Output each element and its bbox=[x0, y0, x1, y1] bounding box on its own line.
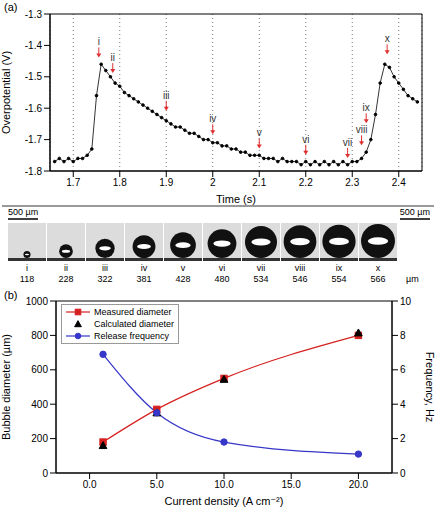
html-text:Calculated diameter: Calculated diameter bbox=[94, 319, 174, 329]
svg-text:-1.8: -1.8 bbox=[25, 166, 43, 177]
svg-text:8: 8 bbox=[400, 330, 406, 341]
svg-text:ix: ix bbox=[363, 102, 370, 113]
svg-text:1000: 1000 bbox=[26, 296, 49, 307]
svg-text:vii: vii bbox=[343, 137, 352, 148]
svg-text:i: i bbox=[98, 36, 100, 47]
svg-text:iv: iv bbox=[141, 263, 148, 273]
svg-text:10.0: 10.0 bbox=[214, 479, 234, 490]
svg-text:428: 428 bbox=[175, 274, 190, 284]
svg-text:viii: viii bbox=[295, 263, 306, 273]
svg-text:-1.5: -1.5 bbox=[25, 71, 43, 82]
svg-text:-1.4: -1.4 bbox=[25, 40, 43, 51]
html-text:(b): (b) bbox=[4, 289, 18, 301]
svg-text:0.0: 0.0 bbox=[83, 479, 97, 490]
svg-text:500 µm: 500 µm bbox=[8, 207, 38, 217]
svg-text:iii: iii bbox=[102, 263, 108, 273]
svg-text:480: 480 bbox=[214, 274, 229, 284]
svg-text:v: v bbox=[181, 263, 186, 273]
svg-text:iii: iii bbox=[163, 90, 170, 101]
svg-text:vii: vii bbox=[257, 263, 266, 273]
svg-text:500 µm: 500 µm bbox=[400, 207, 430, 217]
html-text:Measured diameter: Measured diameter bbox=[94, 307, 172, 317]
svg-text:554: 554 bbox=[331, 274, 346, 284]
svg-text:534: 534 bbox=[253, 274, 268, 284]
svg-text:viii: viii bbox=[356, 124, 368, 135]
svg-text:228: 228 bbox=[58, 274, 73, 284]
svg-text:20.0: 20.0 bbox=[349, 479, 369, 490]
svg-text:0: 0 bbox=[42, 468, 48, 479]
svg-text:400: 400 bbox=[31, 399, 48, 410]
svg-text:i: i bbox=[26, 263, 28, 273]
svg-text:381: 381 bbox=[136, 274, 151, 284]
svg-text:5.0: 5.0 bbox=[150, 479, 164, 490]
svg-text:x: x bbox=[376, 263, 381, 273]
svg-text:Overpotential (V): Overpotential (V) bbox=[0, 51, 12, 134]
svg-text:1.9: 1.9 bbox=[159, 177, 173, 188]
svg-text:-1.7: -1.7 bbox=[25, 134, 43, 145]
svg-text:2.4: 2.4 bbox=[392, 177, 406, 188]
svg-text:vi: vi bbox=[219, 263, 226, 273]
svg-text:Time (s): Time (s) bbox=[216, 193, 256, 205]
svg-text:118: 118 bbox=[20, 274, 34, 284]
svg-text:0: 0 bbox=[400, 468, 406, 479]
svg-text:Frequency, Hz: Frequency, Hz bbox=[424, 352, 436, 423]
svg-text:6: 6 bbox=[400, 364, 406, 375]
svg-text:ix: ix bbox=[336, 263, 343, 273]
svg-text:vi: vi bbox=[302, 134, 309, 145]
svg-text:µm: µm bbox=[406, 274, 419, 284]
svg-text:-1.6: -1.6 bbox=[25, 103, 43, 114]
svg-text:200: 200 bbox=[31, 433, 48, 444]
svg-text:546: 546 bbox=[292, 274, 307, 284]
html-text:(a): (a) bbox=[4, 1, 18, 13]
svg-text:x: x bbox=[385, 33, 390, 44]
svg-text:800: 800 bbox=[31, 330, 48, 341]
svg-text:600: 600 bbox=[31, 364, 48, 375]
svg-text:566: 566 bbox=[370, 274, 385, 284]
svg-text:2: 2 bbox=[210, 177, 216, 188]
svg-text:Current density (A cm⁻²): Current density (A cm⁻²) bbox=[165, 495, 284, 507]
svg-text:10: 10 bbox=[400, 296, 412, 307]
svg-text:-1.3: -1.3 bbox=[25, 9, 43, 20]
svg-text:2.2: 2.2 bbox=[299, 177, 313, 188]
svg-text:2: 2 bbox=[400, 433, 406, 444]
svg-text:ii: ii bbox=[111, 52, 115, 63]
svg-text:2.1: 2.1 bbox=[252, 177, 266, 188]
svg-text:Bubble diameter (µm): Bubble diameter (µm) bbox=[0, 334, 12, 440]
svg-text:2.3: 2.3 bbox=[345, 177, 359, 188]
svg-text:v: v bbox=[257, 127, 262, 138]
svg-text:322: 322 bbox=[97, 274, 112, 284]
svg-text:1.7: 1.7 bbox=[66, 177, 80, 188]
svg-text:1.8: 1.8 bbox=[113, 177, 127, 188]
html-text:Release frequency: Release frequency bbox=[94, 331, 169, 341]
svg-text:ii: ii bbox=[64, 263, 68, 273]
svg-text:15.0: 15.0 bbox=[281, 479, 301, 490]
svg-text:iv: iv bbox=[209, 113, 216, 124]
svg-text:4: 4 bbox=[400, 399, 406, 410]
